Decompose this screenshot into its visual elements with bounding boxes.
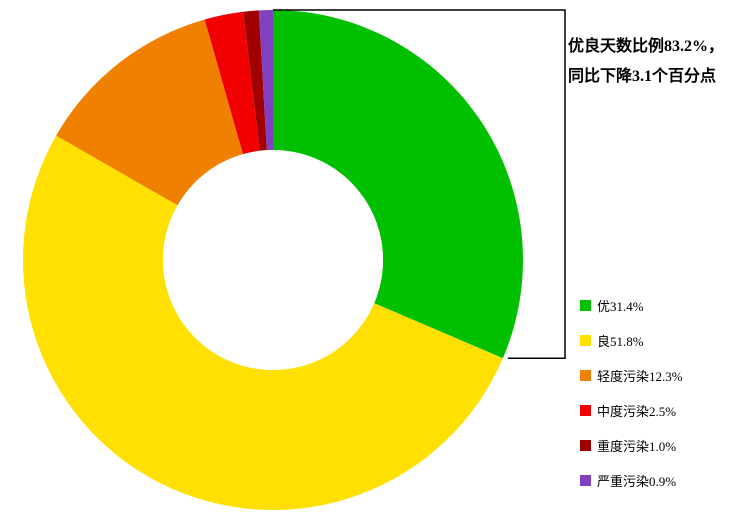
legend-label: 中度污染2.5% (597, 401, 676, 420)
legend-label: 严重污染0.9% (597, 471, 676, 490)
legend-item-5: 严重污染0.9% (580, 471, 683, 490)
legend-swatch (580, 440, 591, 451)
legend-item-3: 中度污染2.5% (580, 401, 683, 420)
legend-label: 优31.4% (597, 296, 644, 315)
legend-item-2: 轻度污染12.3% (580, 366, 683, 385)
legend-swatch (580, 335, 591, 346)
legend-swatch (580, 475, 591, 486)
summary-annotation: 优良天数比例83.2%， 同比下降3.1个百分点 (568, 32, 724, 93)
donut-svg (10, 0, 570, 518)
legend-swatch (580, 405, 591, 416)
legend-item-4: 重度污染1.0% (580, 436, 683, 455)
legend: 优31.4% 良51.8% 轻度污染12.3% 中度污染2.5% 重度污染1.0% 严重污… (580, 296, 683, 506)
legend-swatch (580, 300, 591, 311)
legend-label: 轻度污染12.3% (597, 366, 683, 385)
legend-label: 良51.8% (597, 331, 644, 350)
summary-line-1: 优良天数比例83.2%， (568, 38, 724, 55)
legend-item-0: 优31.4% (580, 296, 683, 315)
donut-chart (10, 0, 570, 518)
summary-line-2: 同比下降3.1个百分点 (568, 68, 716, 85)
legend-label: 重度污染1.0% (597, 436, 676, 455)
page: 优良天数比例83.2%， 同比下降3.1个百分点 优31.4% 良51.8% 轻度污… (0, 0, 743, 518)
legend-item-1: 良51.8% (580, 331, 683, 350)
legend-swatch (580, 370, 591, 381)
donut-hole (163, 150, 383, 370)
